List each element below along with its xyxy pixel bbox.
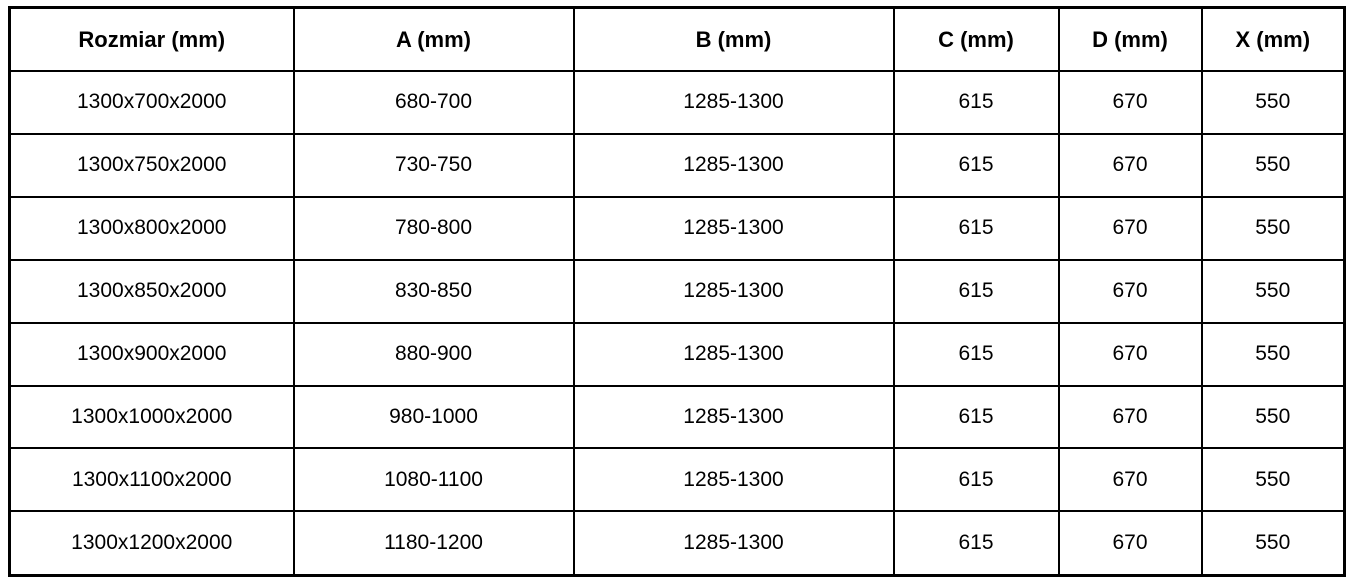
table-cell: 550 xyxy=(1200,321,1346,387)
table-row: 1300x800x2000 780-800 1285-1300 615 670 550 xyxy=(8,195,1346,261)
table-cell: 680-700 xyxy=(292,70,575,135)
table-cell: 1300x1100x2000 xyxy=(8,447,295,513)
column-header: A (mm) xyxy=(292,6,575,72)
table-cell: 780-800 xyxy=(292,195,575,261)
table-cell: 615 xyxy=(892,258,1060,324)
table-cell: 1285-1300 xyxy=(572,70,895,135)
column-header: C (mm) xyxy=(892,6,1060,72)
table-cell: 980-1000 xyxy=(292,384,575,450)
table-row: 1300x1200x2000 1180-1200 1285-1300 615 670 55… xyxy=(8,510,1346,577)
table-cell: 1300x900x2000 xyxy=(8,321,295,387)
header-row: Rozmiar (mm) A (mm) B (mm) C (mm) D (mm) X (m… xyxy=(8,6,1346,72)
table-row: 1300x750x2000 730-750 1285-1300 615 670 550 xyxy=(8,132,1346,198)
table-row: 1300x850x2000 830-850 1285-1300 615 670 550 xyxy=(8,258,1346,324)
table-cell: 670 xyxy=(1057,384,1203,450)
table-cell: 670 xyxy=(1057,510,1203,577)
table-cell: 615 xyxy=(892,447,1060,513)
table-cell: 670 xyxy=(1057,132,1203,198)
table-cell: 1285-1300 xyxy=(572,195,895,261)
table-cell: 550 xyxy=(1200,132,1346,198)
column-header: X (mm) xyxy=(1200,6,1346,72)
table-cell: 1285-1300 xyxy=(572,447,895,513)
column-header: B (mm) xyxy=(572,6,895,72)
table-cell: 1285-1300 xyxy=(572,258,895,324)
table-cell: 830-850 xyxy=(292,258,575,324)
table-cell: 615 xyxy=(892,132,1060,198)
table-cell: 1080-1100 xyxy=(292,447,575,513)
table-cell: 1180-1200 xyxy=(292,510,575,577)
table-cell: 615 xyxy=(892,70,1060,135)
column-header: D (mm) xyxy=(1057,6,1203,72)
table-row: 1300x1100x2000 1080-1100 1285-1300 615 670 55… xyxy=(8,447,1346,513)
table-cell: 670 xyxy=(1057,258,1203,324)
table-cell: 550 xyxy=(1200,258,1346,324)
table-cell: 1300x700x2000 xyxy=(8,70,295,135)
table-cell: 1300x800x2000 xyxy=(8,195,295,261)
table-cell: 1285-1300 xyxy=(572,321,895,387)
table-cell: 670 xyxy=(1057,321,1203,387)
table-cell: 730-750 xyxy=(292,132,575,198)
table-cell: 670 xyxy=(1057,70,1203,135)
table-cell: 550 xyxy=(1200,70,1346,135)
table-cell: 615 xyxy=(892,195,1060,261)
table-cell: 550 xyxy=(1200,384,1346,450)
table-cell: 1300x850x2000 xyxy=(8,258,295,324)
table-cell: 615 xyxy=(892,384,1060,450)
table-cell: 550 xyxy=(1200,510,1346,577)
column-header: Rozmiar (mm) xyxy=(8,6,295,72)
table-cell: 550 xyxy=(1200,195,1346,261)
dimension-table: Rozmiar (mm) A (mm) B (mm) C (mm) D (mm) X (m… xyxy=(8,6,1346,577)
table-cell: 550 xyxy=(1200,447,1346,513)
table-cell: 615 xyxy=(892,321,1060,387)
table-cell: 670 xyxy=(1057,447,1203,513)
table-cell: 670 xyxy=(1057,195,1203,261)
table-body: 1300x700x2000 680-700 1285-1300 615 670 550 13… xyxy=(8,70,1346,577)
table-cell: 880-900 xyxy=(292,321,575,387)
table-cell: 615 xyxy=(892,510,1060,577)
table-cell: 1300x750x2000 xyxy=(8,132,295,198)
table-cell: 1300x1200x2000 xyxy=(8,510,295,577)
table-cell: 1285-1300 xyxy=(572,384,895,450)
table-row: 1300x700x2000 680-700 1285-1300 615 670 550 xyxy=(8,70,1346,135)
table-cell: 1285-1300 xyxy=(572,510,895,577)
table-row: 1300x900x2000 880-900 1285-1300 615 670 550 xyxy=(8,321,1346,387)
table-cell: 1300x1000x2000 xyxy=(8,384,295,450)
table-cell: 1285-1300 xyxy=(572,132,895,198)
table-row: 1300x1000x2000 980-1000 1285-1300 615 670 550 xyxy=(8,384,1346,450)
